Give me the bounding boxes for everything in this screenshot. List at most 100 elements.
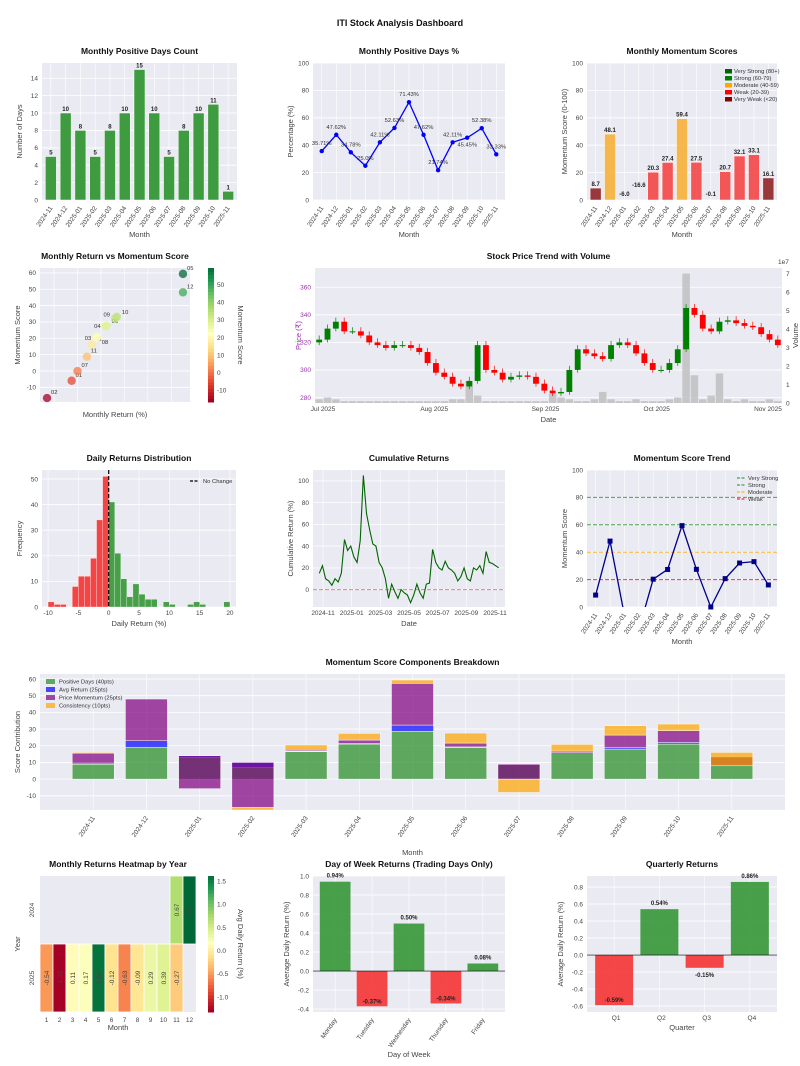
colorbar-tick-label: -0.5 bbox=[217, 971, 229, 978]
x-axis-label: Month bbox=[672, 230, 693, 239]
bar bbox=[45, 156, 57, 201]
colorbar-segment bbox=[208, 355, 214, 359]
histogram-bin bbox=[126, 596, 134, 608]
y-tick-label: 0 bbox=[32, 776, 36, 783]
x-tick-label: Q2 bbox=[657, 1015, 666, 1022]
x-tick-label: 2025-02 bbox=[237, 815, 257, 839]
x-axis-label: Daily Return (%) bbox=[111, 619, 167, 628]
chart-pos_days_count: Monthly Positive Days Count Month Number o… bbox=[15, 46, 237, 239]
bar bbox=[74, 130, 87, 201]
y-tick-label: -0.6 bbox=[572, 1003, 584, 1010]
component-bar bbox=[284, 751, 328, 780]
y-tick-label: 60 bbox=[29, 270, 37, 277]
bar-value-label: -0.34% bbox=[436, 996, 456, 1002]
colorbar-segment bbox=[208, 879, 214, 884]
volume-bar bbox=[765, 399, 774, 403]
chart-title: Monthly Return vs Momentum Score bbox=[41, 251, 189, 261]
component-bar bbox=[71, 752, 115, 754]
colorbar-segment bbox=[208, 967, 214, 972]
legend-swatch bbox=[725, 76, 732, 81]
volume-bar bbox=[557, 397, 565, 403]
x-tick-label: -10 bbox=[43, 610, 53, 617]
colorbar-segment bbox=[208, 876, 214, 880]
candle-body bbox=[324, 328, 331, 340]
bar bbox=[595, 955, 634, 1006]
y2-tick-label: 6 bbox=[786, 289, 790, 296]
heatmap-cell-label: 0.29 bbox=[148, 971, 155, 984]
candle-body bbox=[382, 345, 389, 348]
x-tick-label: 0 bbox=[107, 610, 111, 617]
bar bbox=[430, 971, 462, 1004]
data-point bbox=[334, 132, 339, 137]
bar-value-label: -0.1 bbox=[706, 192, 717, 198]
bar-value-label: 48.1 bbox=[604, 128, 616, 134]
candle-body bbox=[649, 363, 656, 370]
y-tick-label: 280 bbox=[300, 395, 311, 402]
y-tick-label: 50 bbox=[31, 476, 39, 483]
data-point bbox=[607, 538, 613, 544]
colorbar-segment bbox=[208, 889, 214, 894]
colorbar-segment bbox=[208, 361, 214, 366]
bar-value-label: 0.94% bbox=[327, 874, 345, 880]
candle-body bbox=[624, 342, 631, 346]
y2-tick-label: 7 bbox=[786, 271, 790, 278]
x-tick-label: 2025-01 bbox=[184, 815, 204, 839]
bar bbox=[207, 104, 220, 201]
component-bar bbox=[657, 743, 700, 780]
heatmap-cell-label: 0.11 bbox=[70, 972, 77, 985]
point-label: 05 bbox=[187, 266, 193, 272]
y-tick-label: 0.6 bbox=[300, 911, 309, 918]
colorbar-segment bbox=[208, 886, 214, 891]
scatter-point bbox=[112, 312, 122, 322]
candle-body bbox=[366, 335, 373, 343]
y-tick-label: 20 bbox=[29, 743, 37, 750]
x-axis-label: Month bbox=[402, 848, 423, 857]
x-tick-label: 8 bbox=[136, 1017, 140, 1024]
colorbar-segment bbox=[208, 896, 214, 901]
component-bar bbox=[338, 733, 381, 741]
bar-value-label: 1 bbox=[226, 185, 230, 191]
component-bar bbox=[710, 752, 754, 767]
data-point bbox=[765, 582, 771, 588]
y-axis-label: Percentage (%) bbox=[286, 105, 295, 158]
colorbar-segment bbox=[208, 314, 214, 319]
chart-title: Monthly Returns Heatmap by Year bbox=[49, 859, 187, 869]
volume-bar bbox=[465, 380, 474, 403]
volume-bar bbox=[515, 401, 524, 403]
bar bbox=[163, 156, 175, 201]
point-label: 07 bbox=[82, 363, 88, 369]
x-tick-label: Thursday bbox=[428, 1017, 450, 1044]
bar-value-label: 8 bbox=[182, 124, 186, 130]
x-axis-label: Month bbox=[129, 230, 150, 239]
component-bar bbox=[550, 752, 594, 780]
y-tick-label: 20 bbox=[302, 170, 310, 177]
volume-bar bbox=[490, 401, 499, 403]
y-tick-label: 8 bbox=[34, 128, 38, 135]
heatmap-cell-label: 0.39 bbox=[161, 971, 168, 984]
bar bbox=[690, 162, 703, 201]
component-bar bbox=[444, 747, 487, 780]
y-tick-label: 100 bbox=[572, 60, 583, 67]
colorbar-label: Avg Daily Return (%) bbox=[236, 909, 245, 979]
component-bar bbox=[391, 731, 434, 780]
volume-bar bbox=[540, 401, 549, 403]
x-tick-label: 15 bbox=[196, 610, 204, 617]
volume-bar bbox=[598, 391, 607, 403]
candle-body bbox=[491, 369, 498, 373]
candle-body bbox=[641, 353, 648, 364]
histogram-bin bbox=[78, 576, 85, 608]
y-tick-label: 100 bbox=[572, 467, 583, 474]
x-tick-label: 5 bbox=[137, 610, 141, 617]
colorbar-segment bbox=[208, 391, 214, 396]
y-tick-label: 30 bbox=[29, 319, 37, 326]
component-bar bbox=[550, 750, 594, 754]
bar bbox=[467, 963, 499, 972]
histogram-bin bbox=[47, 601, 55, 608]
y-axis-label: Momentum Score (0-100) bbox=[560, 88, 569, 174]
component-bar bbox=[338, 743, 381, 780]
chart-title: Stock Price Trend with Volume bbox=[487, 251, 611, 261]
point-value-label: 42.11% bbox=[443, 132, 462, 138]
colorbar-segment bbox=[208, 954, 214, 959]
colorbar-segment bbox=[208, 375, 214, 380]
bar bbox=[178, 130, 190, 201]
